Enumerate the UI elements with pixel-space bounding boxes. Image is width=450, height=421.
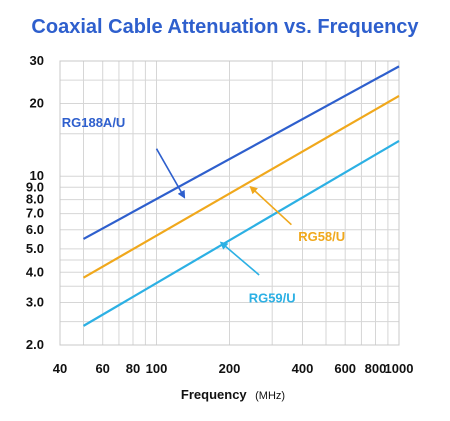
series-arrow bbox=[219, 241, 260, 276]
series-label: RG58/U bbox=[298, 229, 345, 244]
series-line bbox=[82, 139, 400, 327]
x-tick-label: 80 bbox=[126, 361, 140, 376]
series-line bbox=[82, 65, 400, 240]
x-axis-title: Frequency bbox=[181, 387, 248, 402]
x-tick-label: 60 bbox=[95, 361, 109, 376]
y-tick-label: 5.0 bbox=[26, 241, 44, 256]
series-label: RG59/U bbox=[249, 290, 296, 305]
x-tick-label: 800 bbox=[365, 361, 387, 376]
y-tick-label: 30 bbox=[30, 53, 44, 68]
x-tick-label: 400 bbox=[292, 361, 314, 376]
y-tick-label: 9.0 bbox=[26, 179, 44, 194]
plot-frame bbox=[59, 60, 400, 346]
y-tick-label: 8.0 bbox=[26, 192, 44, 207]
series-arrow bbox=[155, 148, 186, 199]
y-tick-label: 10 bbox=[30, 168, 44, 183]
series-label: RG188A/U bbox=[62, 115, 126, 130]
series-line bbox=[82, 94, 400, 279]
x-axis-label: Frequency (MHz) bbox=[181, 386, 285, 403]
y-tick-label: 4.0 bbox=[26, 264, 44, 279]
y-tick-label: 7.0 bbox=[26, 206, 44, 221]
x-tick-label: 600 bbox=[334, 361, 356, 376]
x-tick-label: 40 bbox=[53, 361, 67, 376]
y-tick-label: 20 bbox=[30, 96, 44, 111]
y-tick-label: 3.0 bbox=[26, 294, 44, 309]
y-tick-label: 2.0 bbox=[26, 337, 44, 352]
y-tick-label: 6.0 bbox=[26, 222, 44, 237]
x-axis-unit: (MHz) bbox=[255, 390, 285, 402]
x-tick-label: 1000 bbox=[385, 361, 414, 376]
series-arrow bbox=[249, 185, 292, 226]
x-tick-label: 200 bbox=[219, 361, 241, 376]
x-tick-label: 100 bbox=[146, 361, 168, 376]
chart-title: Coaxial Cable Attenuation vs. Frequency bbox=[31, 16, 419, 38]
